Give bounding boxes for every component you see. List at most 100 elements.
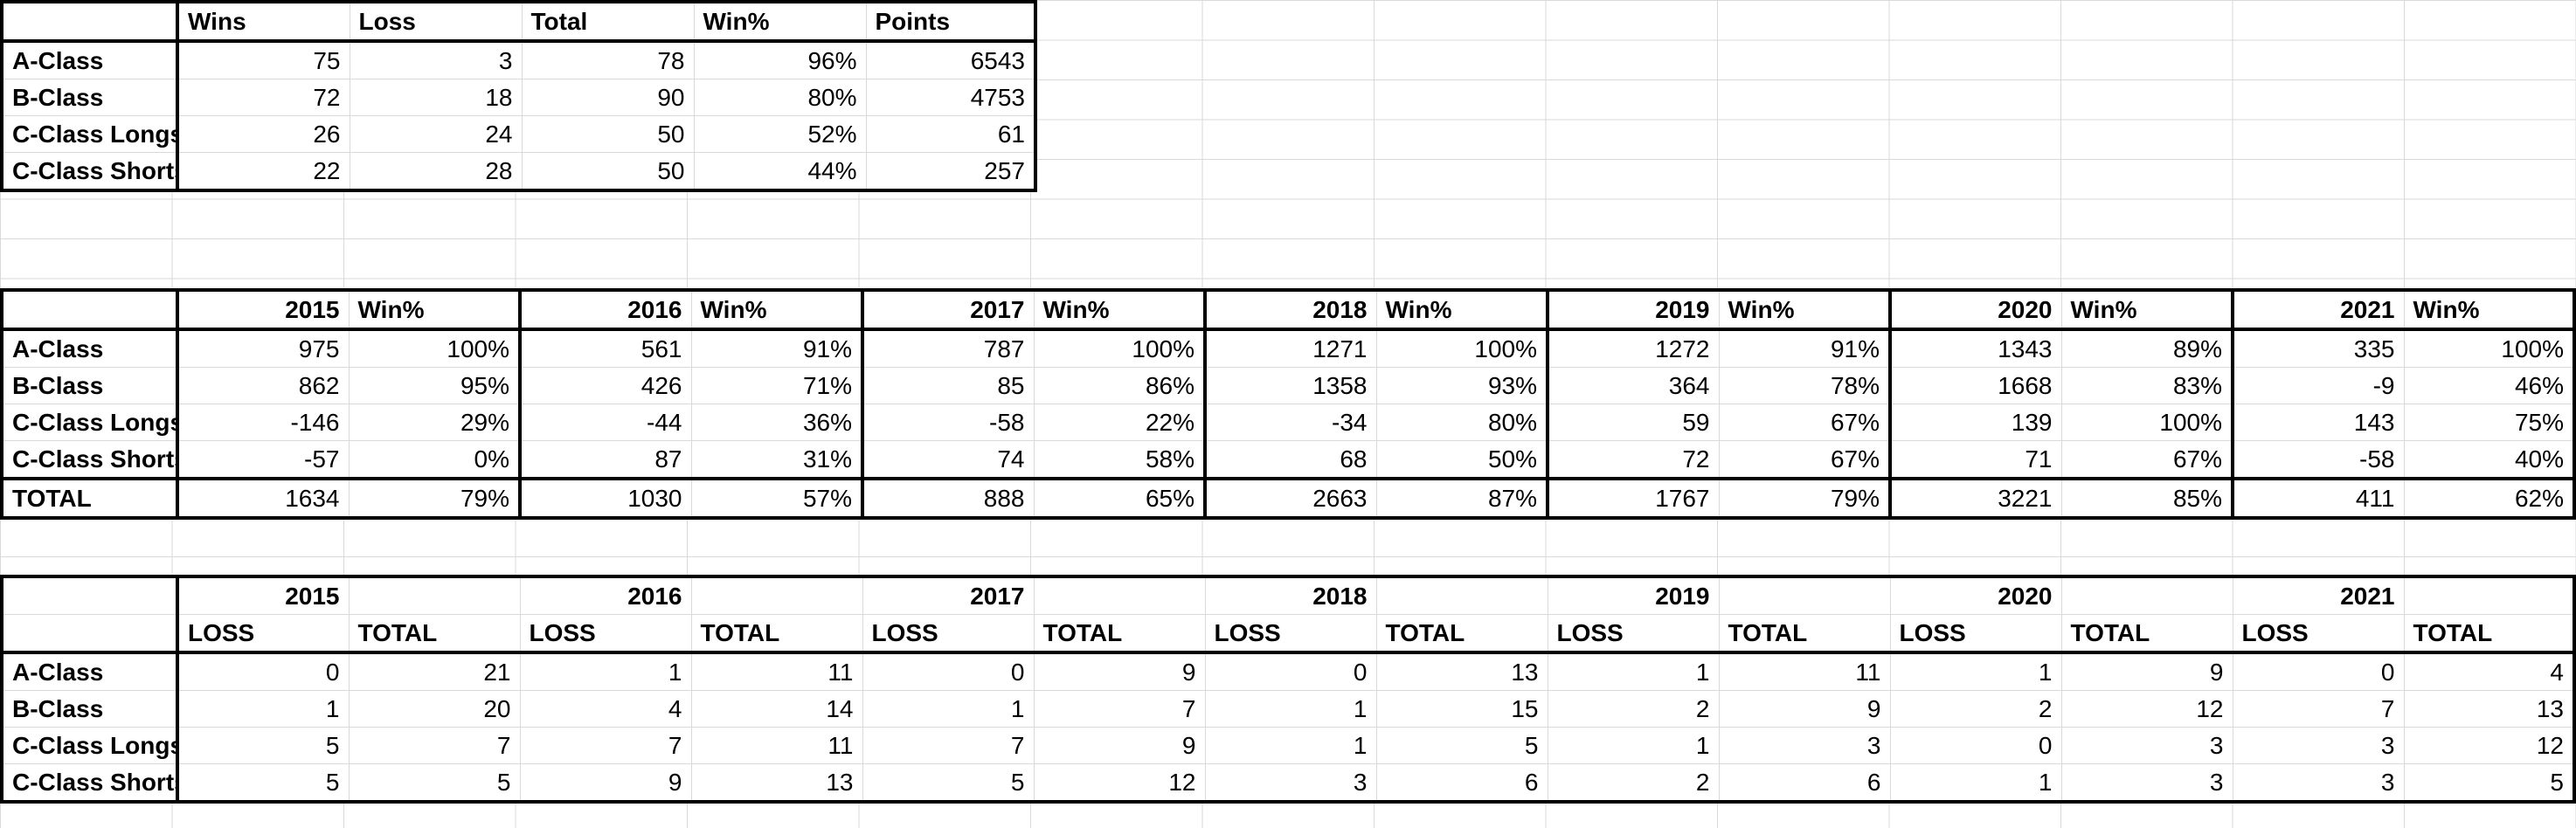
year-header[interactable]: 2019 — [1547, 289, 1720, 331]
winpct-header[interactable]: Win% — [2403, 289, 2576, 331]
summary-header-points[interactable]: Points — [865, 1, 1036, 43]
losses-cell[interactable]: 3 — [1718, 727, 1891, 764]
yearly-cell[interactable]: -146 — [177, 404, 350, 441]
winpct-header[interactable]: Win% — [2060, 289, 2234, 331]
yearly-cell[interactable]: 85% — [2060, 478, 2234, 519]
losses-cell[interactable]: 6 — [1718, 763, 1891, 803]
yearly-cell[interactable]: 411 — [2232, 478, 2405, 519]
yearly-cell[interactable]: 335 — [2232, 328, 2405, 368]
winpct-header[interactable]: Win% — [348, 289, 522, 331]
year-header-spacer[interactable] — [2403, 576, 2575, 615]
summary-cell[interactable]: 28 — [349, 152, 523, 191]
year-header[interactable]: 2016 — [519, 289, 692, 331]
summary-cell[interactable]: 78 — [521, 40, 695, 79]
year-header-spacer[interactable] — [1718, 576, 1891, 615]
losses-cell[interactable]: 5 — [862, 763, 1035, 803]
yearly-cell[interactable]: 65% — [1033, 478, 1207, 519]
loss-subheader[interactable]: LOSS — [1547, 614, 1720, 654]
yearly-cell[interactable]: 31% — [690, 440, 864, 480]
yearly-cell[interactable]: 91% — [690, 328, 864, 368]
losses-cell[interactable]: 3 — [2060, 727, 2233, 764]
yearly-cell[interactable]: 975 — [177, 328, 350, 368]
yearly-cell[interactable]: 1030 — [519, 478, 692, 519]
yearly-cell[interactable]: 50% — [1375, 440, 1549, 480]
yearly-cell[interactable]: 83% — [2060, 367, 2234, 404]
losses-cell[interactable]: 3 — [2232, 763, 2405, 803]
yearly-cell[interactable]: 0% — [348, 440, 522, 480]
losses-cell[interactable]: 9 — [519, 763, 692, 803]
row-label[interactable]: C-Class Longs — [1, 727, 179, 764]
year-header[interactable]: 2018 — [1204, 576, 1377, 615]
losses-cell[interactable]: 5 — [177, 727, 350, 764]
losses-cell[interactable]: 0 — [177, 652, 350, 691]
losses-cell[interactable]: 1 — [177, 690, 350, 728]
yearly-cell[interactable]: 86% — [1033, 367, 1207, 404]
summary-header-loss[interactable]: Loss — [349, 1, 523, 43]
losses-cell[interactable]: 9 — [1718, 690, 1891, 728]
losses-cell[interactable]: 20 — [348, 690, 521, 728]
yearly-cell[interactable]: 139 — [1889, 404, 2062, 441]
summary-header-total[interactable]: Total — [521, 1, 695, 43]
yearly-cell[interactable]: 62% — [2403, 478, 2576, 519]
summary-header-wins[interactable]: Wins — [177, 1, 350, 43]
losses-cell[interactable]: 0 — [2232, 652, 2405, 691]
row-label[interactable]: C-Class Shorts — [1, 440, 179, 480]
yearly-cell[interactable]: 87 — [519, 440, 692, 480]
year-header[interactable]: 2017 — [862, 289, 1035, 331]
losses-cell[interactable]: 5 — [1375, 727, 1548, 764]
yearly-cell[interactable]: 1668 — [1889, 367, 2062, 404]
yearly-cell[interactable]: 95% — [348, 367, 522, 404]
winpct-header[interactable]: Win% — [1375, 289, 1549, 331]
yearly-cell[interactable]: -9 — [2232, 367, 2405, 404]
yearly-cell[interactable]: 29% — [348, 404, 522, 441]
loss-subheader[interactable]: LOSS — [862, 614, 1035, 654]
losses-cell[interactable]: 12 — [1033, 763, 1206, 803]
losses-cell[interactable]: 1 — [519, 652, 692, 691]
summary-cell[interactable]: 257 — [865, 152, 1036, 191]
yearly-cell[interactable]: 87% — [1375, 478, 1549, 519]
year-header[interactable]: 2018 — [1204, 289, 1377, 331]
row-label[interactable]: B-Class — [1, 690, 179, 728]
year-header[interactable]: 2017 — [862, 576, 1035, 615]
yearly-cell[interactable]: 1272 — [1547, 328, 1720, 368]
yearly-cell[interactable]: 78% — [1718, 367, 1892, 404]
year-header-spacer[interactable] — [1033, 576, 1206, 615]
yearly-cell[interactable]: 100% — [2403, 328, 2576, 368]
year-header-spacer[interactable] — [1375, 576, 1548, 615]
summary-cell[interactable]: 50 — [521, 152, 695, 191]
yearly-cell[interactable]: 2663 — [1204, 478, 1377, 519]
losses-cell[interactable]: 1 — [1547, 727, 1720, 764]
yearly-cell[interactable]: 426 — [519, 367, 692, 404]
row-label[interactable]: B-Class — [1, 367, 179, 404]
losses-cell[interactable]: 14 — [690, 690, 863, 728]
yearly-cell[interactable]: 1358 — [1204, 367, 1377, 404]
yearly-cell[interactable]: 100% — [1375, 328, 1549, 368]
total-subheader[interactable]: TOTAL — [2060, 614, 2233, 654]
losses-cell[interactable]: 2 — [1889, 690, 2062, 728]
year-header-spacer[interactable] — [2060, 576, 2233, 615]
losses-cell[interactable]: 5 — [177, 763, 350, 803]
yearly-cell[interactable]: 364 — [1547, 367, 1720, 404]
yearly-cell[interactable]: 59 — [1547, 404, 1720, 441]
row-label[interactable]: A-Class — [1, 328, 179, 368]
loss-subheader[interactable]: LOSS — [1889, 614, 2062, 654]
yearly-cell[interactable]: 80% — [1375, 404, 1549, 441]
yearly-cell[interactable]: 91% — [1718, 328, 1892, 368]
year-header[interactable]: 2021 — [2232, 576, 2405, 615]
row-label[interactable]: TOTAL — [1, 478, 179, 519]
year-header[interactable]: 2016 — [519, 576, 692, 615]
losses-cell[interactable]: 2 — [1547, 763, 1720, 803]
yearly-cell[interactable]: 22% — [1033, 404, 1207, 441]
summary-corner-cell[interactable] — [1, 1, 179, 43]
summary-cell[interactable]: 96% — [693, 40, 867, 79]
summary-cell[interactable]: 72 — [177, 79, 350, 116]
yearly-cell[interactable]: 143 — [2232, 404, 2405, 441]
total-subheader[interactable]: TOTAL — [1033, 614, 1206, 654]
losses-cell[interactable]: 11 — [1718, 652, 1891, 691]
losses-cell[interactable]: 7 — [348, 727, 521, 764]
yearly-cell[interactable]: 67% — [1718, 404, 1892, 441]
year-header[interactable]: 2021 — [2232, 289, 2405, 331]
losses-cell[interactable]: 5 — [348, 763, 521, 803]
total-subheader[interactable]: TOTAL — [2403, 614, 2575, 654]
